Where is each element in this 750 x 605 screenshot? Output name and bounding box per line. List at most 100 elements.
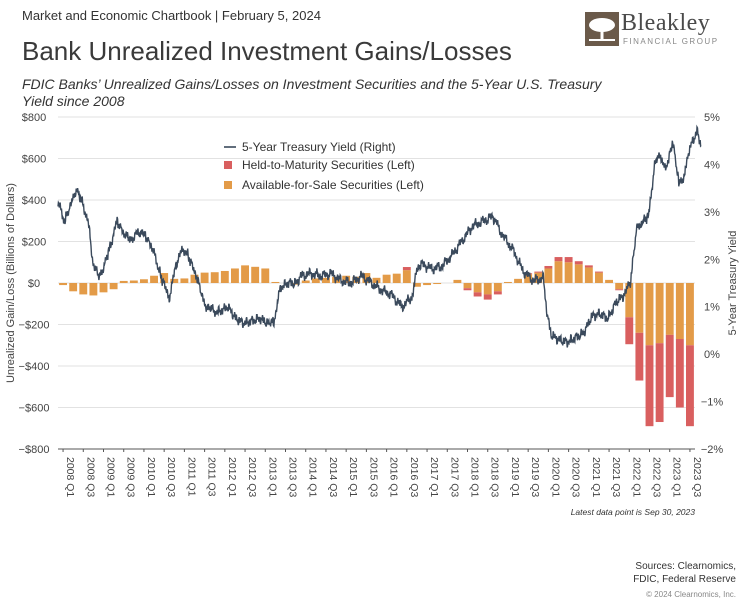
htm-bar bbox=[686, 345, 694, 427]
logo-subtitle: FINANCIAL GROUP bbox=[623, 37, 719, 46]
htm-bar bbox=[463, 288, 472, 291]
htm-bar bbox=[595, 271, 603, 273]
x-tick-label: 2012 Q1 bbox=[226, 457, 238, 497]
y-tick-label-right: −1% bbox=[701, 397, 724, 409]
x-tick-label: 2019 Q3 bbox=[529, 457, 541, 497]
x-tick-label: 2009 Q3 bbox=[125, 457, 137, 497]
x-tick-label: 2011 Q1 bbox=[185, 457, 197, 497]
y-tick-label-left: −$800 bbox=[19, 444, 50, 456]
htm-bar bbox=[554, 257, 563, 262]
afs-bar bbox=[322, 277, 330, 283]
afs-bar bbox=[261, 268, 270, 283]
afs-bar bbox=[675, 283, 684, 340]
x-tick-label: 2013 Q3 bbox=[287, 457, 299, 497]
y-tick-label-right: 1% bbox=[704, 302, 720, 314]
x-tick-label: 2023 Q1 bbox=[671, 457, 683, 497]
afs-bar bbox=[231, 268, 239, 283]
x-tick-label: 2018 Q1 bbox=[469, 457, 481, 497]
sources: Sources: Clearnomics, FDIC, Federal Rese… bbox=[536, 560, 736, 586]
afs-bar bbox=[59, 283, 67, 286]
afs-bar bbox=[514, 278, 522, 283]
htm-bar bbox=[402, 267, 411, 271]
afs-bar bbox=[645, 283, 654, 346]
sources-line-2: FDIC, Federal Reserve bbox=[633, 574, 736, 585]
x-tick-label: 2022 Q1 bbox=[630, 457, 642, 497]
y-tick-label-right: 2% bbox=[704, 254, 720, 266]
y-tick-label-left: $400 bbox=[22, 195, 46, 207]
logo-name: Bleakley bbox=[621, 10, 711, 36]
afs-bar bbox=[544, 268, 553, 283]
x-tick-label: 2022 Q3 bbox=[651, 457, 663, 497]
x-tick-label: 2017 Q1 bbox=[428, 457, 440, 497]
legend-swatch-htm bbox=[224, 161, 232, 169]
afs-bar bbox=[504, 281, 512, 283]
sources-line-1: Sources: Clearnomics, bbox=[635, 561, 736, 572]
y-axis-title-right: 5-Year Treasury Yield bbox=[727, 231, 739, 336]
afs-bar bbox=[251, 266, 260, 283]
afs-bar bbox=[433, 283, 442, 285]
htm-bar bbox=[665, 334, 674, 398]
x-tick-label: 2014 Q1 bbox=[307, 457, 319, 497]
afs-bar bbox=[170, 278, 179, 283]
afs-bar bbox=[190, 274, 199, 283]
htm-bar bbox=[473, 292, 482, 297]
htm-bar bbox=[645, 345, 654, 427]
afs-bar bbox=[595, 272, 603, 283]
afs-bar bbox=[534, 272, 543, 283]
page-title: Bank Unrealized Investment Gains/Losses bbox=[22, 36, 512, 66]
legend-label-yield: 5-Year Treasury Yield (Right) bbox=[242, 140, 396, 154]
y-tick-label-right: 3% bbox=[704, 207, 720, 219]
y-tick-label-left: $200 bbox=[22, 237, 46, 249]
htm-bar bbox=[675, 339, 684, 408]
htm-bar bbox=[635, 332, 644, 381]
afs-bar bbox=[311, 278, 320, 283]
x-tick-label: 2013 Q1 bbox=[266, 457, 278, 497]
copyright: © 2024 Clearnomics, Inc. bbox=[646, 590, 736, 599]
afs-bar bbox=[79, 283, 88, 295]
htm-bar bbox=[483, 294, 492, 300]
afs-bar bbox=[483, 283, 492, 295]
y-tick-label-left: −$200 bbox=[19, 320, 50, 332]
htm-bar bbox=[625, 317, 634, 345]
afs-bar bbox=[665, 283, 674, 335]
afs-bar bbox=[109, 283, 118, 290]
x-tick-label: 2015 Q1 bbox=[347, 457, 359, 497]
afs-bar bbox=[150, 275, 158, 283]
htm-bar bbox=[493, 291, 502, 295]
tree-icon bbox=[585, 12, 619, 46]
x-tick-label: 2015 Q3 bbox=[367, 457, 379, 497]
x-tick-label: 2011 Q3 bbox=[206, 457, 218, 497]
page-subtitle: FDIC Banks’ Unrealized Gains/Losses on I… bbox=[22, 76, 602, 109]
x-tick-label: 2014 Q3 bbox=[327, 457, 339, 497]
x-tick-label: 2016 Q3 bbox=[408, 457, 420, 497]
afs-bar bbox=[392, 273, 401, 283]
legend-label-htm: Held-to-Maturity Securities (Left) bbox=[242, 158, 415, 172]
legend-swatch-afs bbox=[224, 181, 232, 189]
y-tick-label-right: 0% bbox=[704, 349, 720, 361]
afs-bar bbox=[574, 264, 583, 283]
afs-bar bbox=[584, 267, 593, 283]
x-tick-label: 2010 Q3 bbox=[165, 457, 177, 497]
x-tick-label: 2020 Q1 bbox=[549, 457, 561, 497]
afs-bar bbox=[140, 279, 148, 283]
y-tick-label-left: $600 bbox=[22, 154, 46, 166]
x-tick-label: 2008 Q1 bbox=[64, 457, 76, 497]
afs-bar bbox=[180, 278, 189, 283]
afs-bar bbox=[99, 283, 108, 293]
htm-bar bbox=[534, 271, 543, 273]
afs-bar bbox=[241, 265, 249, 283]
y-tick-label-left: −$600 bbox=[19, 403, 50, 415]
htm-bar bbox=[615, 289, 624, 291]
htm-bar bbox=[564, 257, 573, 263]
y-tick-label-right: 4% bbox=[704, 159, 720, 171]
afs-bar bbox=[655, 283, 664, 344]
afs-bar bbox=[564, 262, 573, 283]
y-axis-title-left: Unrealized Gain/Loss (Billions of Dollar… bbox=[5, 183, 17, 383]
afs-bar bbox=[210, 272, 219, 283]
htm-bar bbox=[544, 265, 553, 269]
y-tick-label-left: $800 bbox=[22, 112, 46, 124]
x-tick-label: 2019 Q1 bbox=[509, 457, 521, 497]
x-tick-label: 2023 Q3 bbox=[691, 457, 703, 497]
x-tick-label: 2010 Q1 bbox=[145, 457, 157, 497]
